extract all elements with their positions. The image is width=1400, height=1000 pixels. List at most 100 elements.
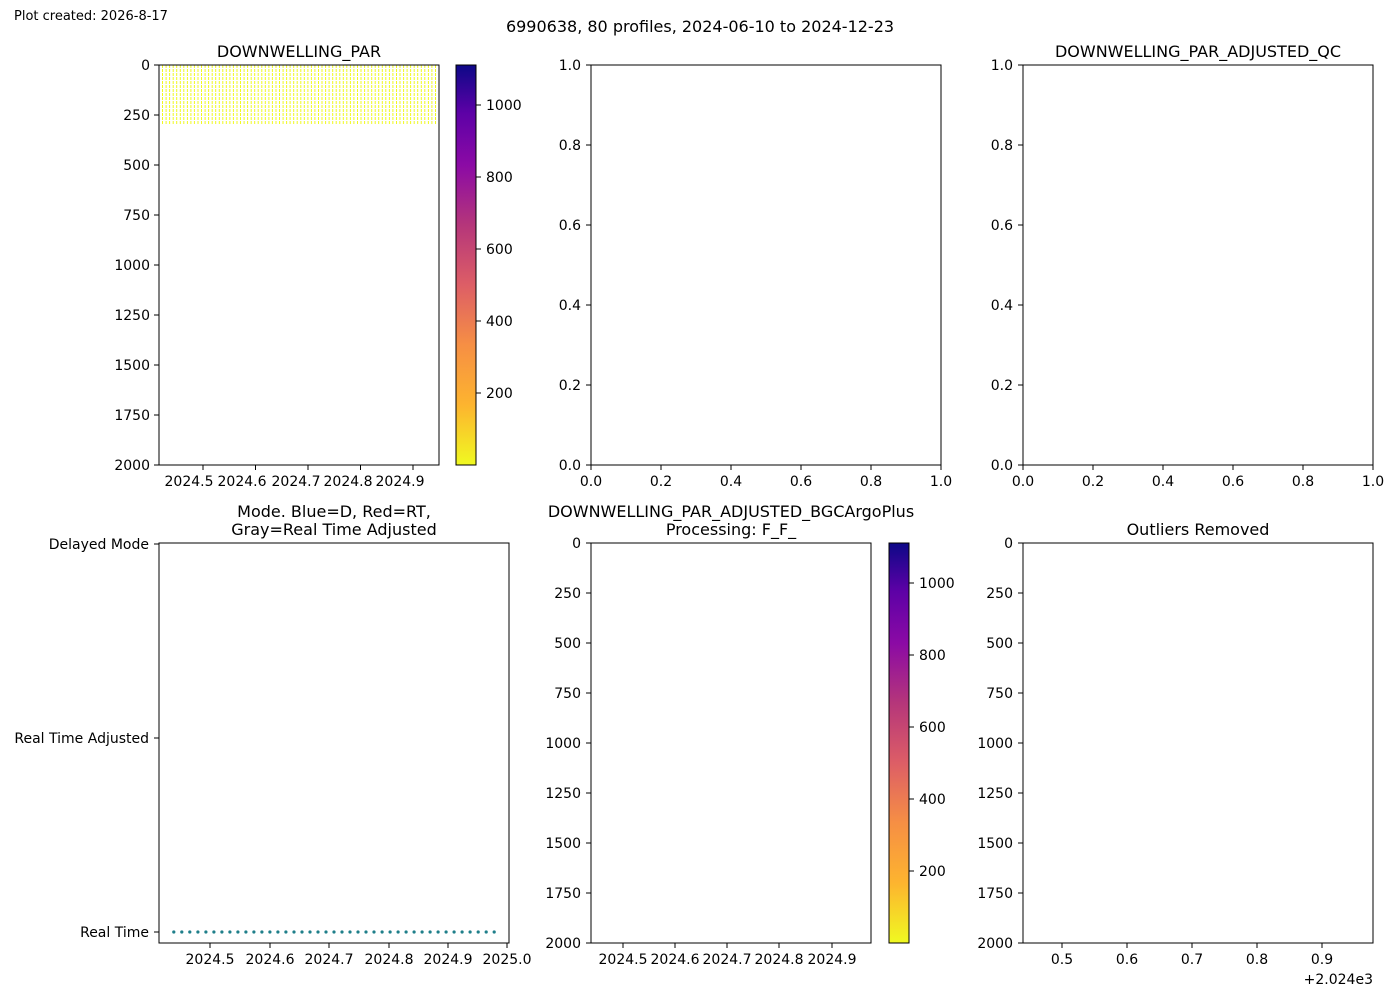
x-tick-label: 2024.7 (272, 474, 321, 490)
y-tick-label: 1500 (545, 836, 581, 852)
x-tick-label: 2024.9 (808, 952, 857, 968)
figure-suptitle: 6990638, 80 profiles, 2024-06-10 to 2024… (506, 17, 894, 36)
colorbar-tick-label: 200 (486, 386, 513, 402)
panel-outliers-removed: Outliers Removed 0.5 0.6 0.7 0.8 0.9 +2.… (977, 520, 1374, 988)
x-tick-label: 2024.5 (599, 952, 648, 968)
mode-point (212, 930, 216, 934)
x-tick-label: 2024.9 (424, 952, 473, 968)
mode-point (308, 930, 312, 934)
mode-points (172, 930, 496, 934)
mode-point (452, 930, 456, 934)
colorbar-gradient (888, 542, 910, 944)
x-tick-label: 0.5 (1051, 952, 1073, 968)
x-tick-label: 2024.7 (305, 952, 354, 968)
panel-5-x-ticks: 2024.5 2024.6 2024.7 2024.8 2024.9 (599, 943, 857, 968)
x-offset-label: +2.024e3 (1304, 972, 1373, 988)
x-tick-label: 0.2 (650, 474, 672, 490)
mode-point (220, 930, 224, 934)
x-tick-label: 2024.9 (376, 474, 425, 490)
colorbar-tick-label: 200 (919, 864, 946, 880)
colorbar-tick-label: 800 (919, 648, 946, 664)
mode-point (340, 930, 344, 934)
x-tick-label: 0.6 (790, 474, 812, 490)
mode-point (428, 930, 432, 934)
y-tick-label: 0.2 (559, 378, 581, 394)
mode-point (316, 930, 320, 934)
y-tick-label: 1000 (545, 736, 581, 752)
y-tick-label: 0.0 (559, 458, 581, 474)
x-tick-label: 2024.7 (703, 952, 752, 968)
x-tick-label: 0.6 (1222, 474, 1244, 490)
panel-3-x-ticks: 0.0 0.2 0.4 0.6 0.8 1.0 (1012, 465, 1384, 490)
panel-4-title-line2: Gray=Real Time Adjusted (231, 520, 437, 539)
y-tick-label: 0.8 (991, 138, 1013, 154)
mode-point (276, 930, 280, 934)
y-tick-label: 0 (572, 536, 581, 552)
colorbar-tick-label: 800 (486, 170, 513, 186)
panel-5-y-ticks: 0 250 500 750 1000 1250 1500 1750 2000 (545, 536, 591, 952)
y-tick-label: 0.4 (991, 298, 1013, 314)
colorbar-tick-label: 600 (919, 720, 946, 736)
mode-point (476, 930, 480, 934)
y-tick-label: 1000 (977, 736, 1013, 752)
panel-2-y-ticks: 0.0 0.2 0.4 0.6 0.8 1.0 (559, 58, 591, 474)
y-tick-label: 250 (986, 586, 1013, 602)
y-tick-label: 2000 (114, 458, 150, 474)
mode-point (236, 930, 240, 934)
mode-point (460, 930, 464, 934)
mode-point (348, 930, 352, 934)
y-tick-label: 2000 (545, 936, 581, 952)
x-tick-label: 0.7 (1181, 952, 1203, 968)
y-tick-label: 750 (554, 686, 581, 702)
mode-point (180, 930, 184, 934)
mode-point (412, 930, 416, 934)
y-tick-label: 500 (554, 636, 581, 652)
colorbar-gradient (455, 64, 477, 466)
y-tick-label: 0 (1004, 536, 1013, 552)
y-tick-label: 750 (986, 686, 1013, 702)
panel-1-x-ticks: 2024.5 2024.6 2024.7 2024.8 2024.9 (165, 465, 425, 490)
y-tick-label: 1.0 (991, 58, 1013, 74)
x-tick-label: 0.8 (1246, 952, 1268, 968)
x-tick-label: 2024.8 (755, 952, 804, 968)
mode-point (292, 930, 296, 934)
x-tick-label: 2024.6 (651, 952, 700, 968)
panel-4-title-line1: Mode. Blue=D, Red=RT, (237, 502, 431, 521)
panel-6-y-ticks: 0 250 500 750 1000 1250 1500 1750 2000 (977, 536, 1023, 952)
mode-point (492, 930, 496, 934)
mode-point (196, 930, 200, 934)
mode-point (252, 930, 256, 934)
panel-5-title-line1: DOWNWELLING_PAR_ADJUSTED_BGCArgoPlus (548, 502, 914, 522)
mode-point (284, 930, 288, 934)
panel-5-colorbar: 200 400 600 800 1000 (888, 542, 955, 944)
y-tick-label: 1250 (977, 786, 1013, 802)
panel-downwelling-par-adjusted-qc: DOWNWELLING_PAR_ADJUSTED_QC 0.0 0.2 0.4 … (991, 42, 1384, 490)
panel-1-title: DOWNWELLING_PAR (217, 42, 381, 62)
mode-point (260, 930, 264, 934)
mode-point (404, 930, 408, 934)
panel-1-axes-frame (158, 64, 440, 466)
x-tick-label: 2024.8 (365, 952, 414, 968)
colorbar-tick-label: 1000 (486, 98, 522, 114)
y-tick-label: 1000 (114, 258, 150, 274)
y-tick-label: 2000 (977, 936, 1013, 952)
mode-point (356, 930, 360, 934)
x-tick-label: 2024.5 (186, 952, 235, 968)
y-tick-label: 250 (554, 586, 581, 602)
y-tick-label: 0.4 (559, 298, 581, 314)
y-tick-label: 1500 (114, 358, 150, 374)
panel-4-x-ticks: 2024.5 2024.6 2024.7 2024.8 2024.9 2025.… (186, 943, 532, 968)
mode-point (332, 930, 336, 934)
y-tick-label: 1250 (114, 308, 150, 324)
y-category-label: Delayed Mode (49, 537, 149, 553)
panel-5-axes-frame (590, 542, 872, 944)
y-tick-label: 0.2 (991, 378, 1013, 394)
y-tick-label: 1750 (545, 886, 581, 902)
panel-6-axes-frame (1022, 542, 1374, 944)
mode-point (204, 930, 208, 934)
panel-1-y-ticks: 0 250 500 750 1000 1250 1500 1750 2000 (114, 58, 159, 474)
y-tick-label: 1250 (545, 786, 581, 802)
x-tick-label: 0.6 (1116, 952, 1138, 968)
y-tick-label: 1500 (977, 836, 1013, 852)
mode-point (396, 930, 400, 934)
